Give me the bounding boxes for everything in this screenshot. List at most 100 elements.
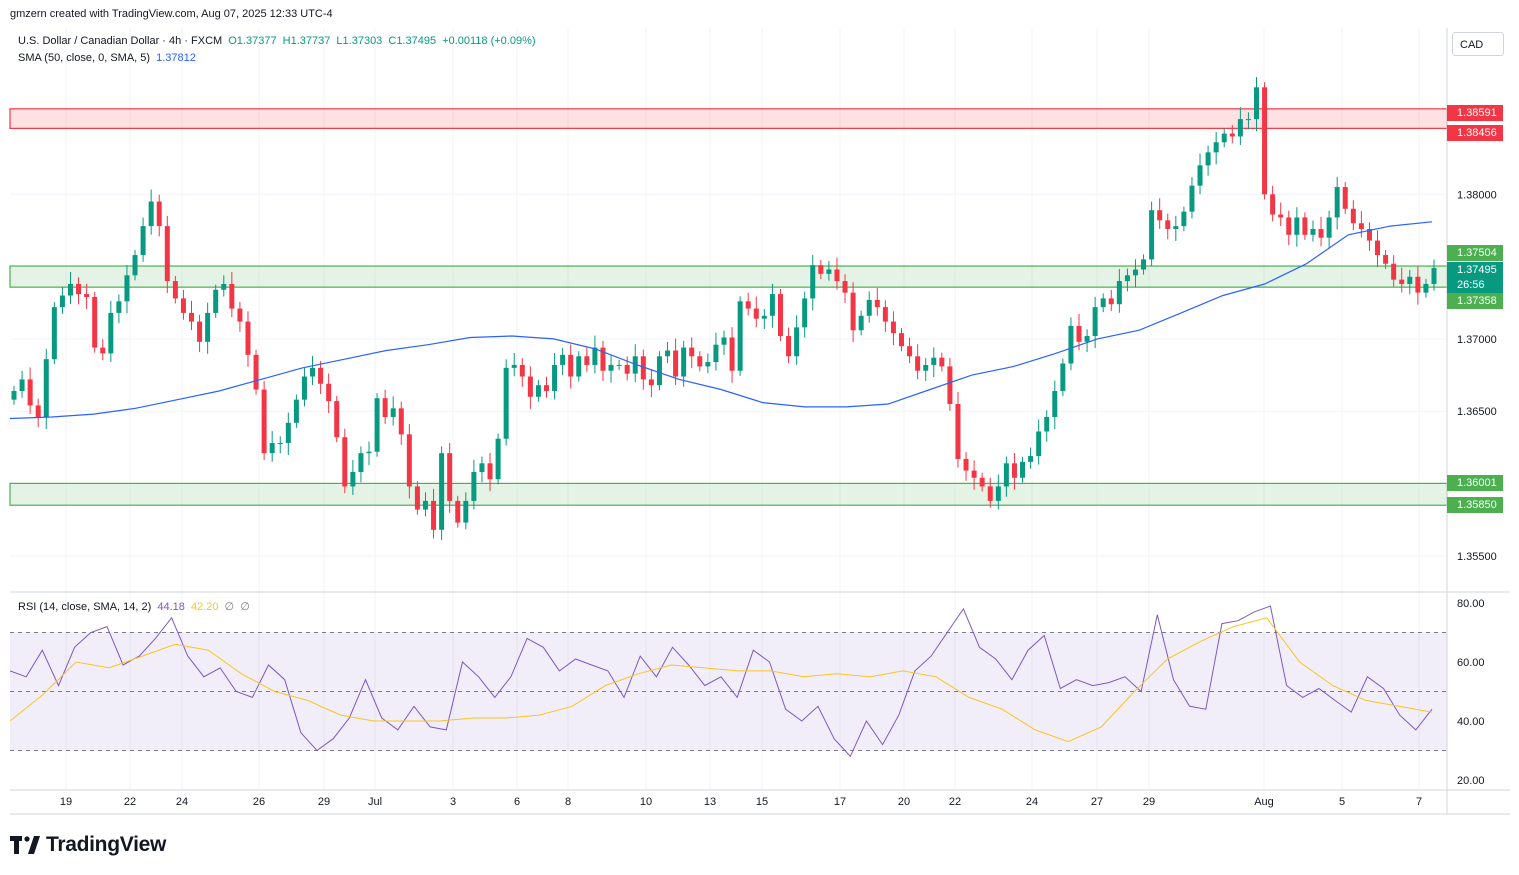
candle-body — [132, 255, 138, 276]
candle-body — [842, 281, 848, 293]
candle-body — [511, 364, 517, 368]
candle-body — [1294, 217, 1300, 235]
candle-body — [1407, 276, 1413, 284]
candle-body — [495, 438, 501, 480]
candle-body — [1068, 325, 1074, 364]
candle-body — [584, 356, 590, 365]
tradingview-logo-text: TradingView — [46, 833, 167, 856]
rsi-legend: RSI (14, close, SMA, 14, 2) 44.18 42.20 … — [18, 600, 253, 613]
candle-body — [84, 294, 90, 297]
candle-body — [197, 321, 203, 342]
candle-body — [882, 307, 888, 322]
candle-body — [923, 364, 929, 371]
candle-body — [366, 451, 372, 454]
sma-layer — [9, 221, 1433, 420]
candle-body — [1036, 431, 1042, 457]
candle-body — [648, 379, 654, 386]
candle-body — [334, 401, 340, 438]
x-tick-label: Aug — [1254, 796, 1274, 808]
y-tick-label: 1.37000 — [1457, 334, 1497, 346]
candle-body — [753, 308, 759, 319]
price-tag-mid-top: 1.37504 — [1447, 245, 1503, 261]
x-tick-label: Jul — [368, 796, 382, 808]
candle-body — [156, 201, 162, 227]
candle-body — [43, 359, 49, 418]
candle-body — [1302, 217, 1308, 235]
candle-body — [431, 500, 437, 530]
y-tick-label: 1.38000 — [1457, 189, 1497, 201]
candle-body — [1254, 87, 1259, 120]
zone-resistance — [9, 108, 1448, 129]
candle-body — [1310, 229, 1316, 235]
x-tick-label: 29 — [318, 796, 330, 808]
candle-body — [447, 453, 453, 501]
candle-body — [76, 283, 82, 295]
price-tag-sup-top: 1.36001 — [1447, 475, 1503, 491]
candle-body — [729, 337, 735, 371]
candle-body — [1028, 456, 1034, 462]
candle-body — [568, 354, 574, 377]
ohlc-legend: U.S. Dollar / Canadian Dollar · 4h · FXC… — [18, 35, 539, 47]
candle-body — [656, 356, 662, 386]
candle-body — [560, 354, 566, 365]
x-tick-label: 26 — [253, 796, 265, 808]
price-tag-last: 1.37495 — [1447, 262, 1503, 278]
candle-body — [1286, 217, 1292, 235]
candle-body — [866, 299, 872, 316]
candle-body — [987, 486, 993, 501]
candle-body — [1375, 240, 1381, 256]
x-tick-label: 24 — [176, 796, 188, 808]
candle-body — [1052, 390, 1058, 418]
price-tag-mid-bottom: 1.37358 — [1447, 293, 1503, 309]
candle-body — [1100, 298, 1106, 308]
grid-layer — [10, 28, 1447, 790]
candle-body — [293, 399, 299, 423]
candle-body — [1342, 187, 1348, 209]
candle-body — [390, 408, 396, 418]
candle-body — [705, 362, 711, 367]
candle-body — [374, 398, 380, 452]
low-value: L1.37303 — [336, 35, 383, 47]
candle-body — [398, 408, 404, 435]
candle-body — [552, 364, 558, 391]
candle-body — [769, 294, 775, 316]
candle-body — [471, 471, 477, 501]
candle-body — [35, 405, 41, 418]
candle-body — [794, 327, 800, 357]
candle-body — [1245, 119, 1251, 121]
rsi-sma-line — [9, 617, 1433, 743]
attribution-header: gmzern created with TradingView.com, Aug… — [10, 8, 333, 20]
candle-body — [164, 226, 170, 282]
candle-body — [310, 367, 316, 377]
rsi-label: RSI (14, close, SMA, 14, 2) — [18, 601, 152, 613]
candle-body — [124, 275, 130, 302]
candle-body — [1431, 268, 1437, 284]
zones-layer — [9, 108, 1448, 506]
x-tick-label: 22 — [124, 796, 136, 808]
candle-body — [382, 398, 388, 418]
candle-body — [221, 283, 227, 290]
candle-body — [67, 283, 73, 296]
candle-body — [27, 379, 33, 406]
candle-body — [535, 385, 541, 397]
change-value: +0.00118 (+0.09%) — [442, 35, 536, 47]
candle-body — [1003, 463, 1009, 487]
rsi-band — [10, 632, 1447, 751]
rsi-tick-label: 60.00 — [1457, 657, 1485, 669]
candle-body — [100, 347, 106, 354]
candle-body — [1318, 229, 1324, 238]
rsi-tick-label: 80.00 — [1457, 598, 1485, 610]
rsi-sma-value: 42.20 — [190, 601, 219, 613]
candle-body — [1132, 269, 1138, 276]
currency-selector[interactable]: CAD — [1452, 32, 1504, 56]
candle-body — [487, 463, 493, 480]
candle-body — [277, 443, 283, 445]
x-tick-label: 7 — [1416, 796, 1422, 808]
candle-body — [1092, 307, 1098, 337]
candle-body — [858, 315, 864, 331]
candle-body — [326, 383, 332, 402]
candle-body — [59, 295, 65, 308]
candle-body — [1011, 463, 1017, 478]
candle-body — [148, 201, 154, 227]
